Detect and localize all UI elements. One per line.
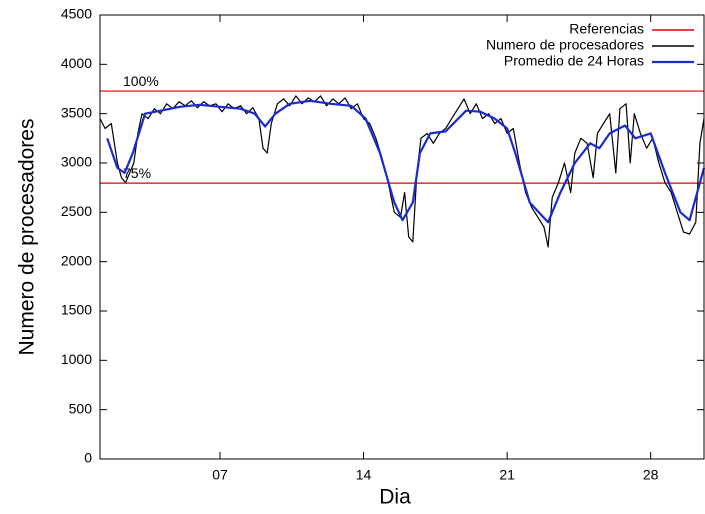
reference-label: 75% [123,165,151,181]
series-line [106,99,705,224]
y-tick-label: 0 [84,450,92,466]
y-tick-label: 4000 [61,55,92,71]
y-tick-label: 2000 [61,252,92,268]
y-tick-label: 3000 [61,154,92,170]
x-tick-label: 28 [643,467,659,483]
y-tick-label: 4500 [61,6,92,22]
y-tick-label: 3500 [61,104,92,120]
plot-frame [99,14,705,460]
legend-label: Numero de procesadores [486,37,644,53]
x-tick-label: 14 [356,467,372,483]
x-tick-label: 07 [212,467,228,483]
series-line [99,95,705,248]
y-axis-label: Numero de procesadores [16,119,39,356]
y-tick-label: 2500 [61,203,92,219]
y-tick-label: 500 [69,400,93,416]
legend-label: Referencias [569,21,644,37]
reference-label: 100% [123,73,159,89]
legend-label: Promedio de 24 Horas [504,53,644,69]
x-axis-label: Dia [379,486,411,509]
y-tick-label: 1000 [61,351,92,367]
y-tick-label: 1500 [61,302,92,318]
x-tick-label: 21 [499,467,515,483]
